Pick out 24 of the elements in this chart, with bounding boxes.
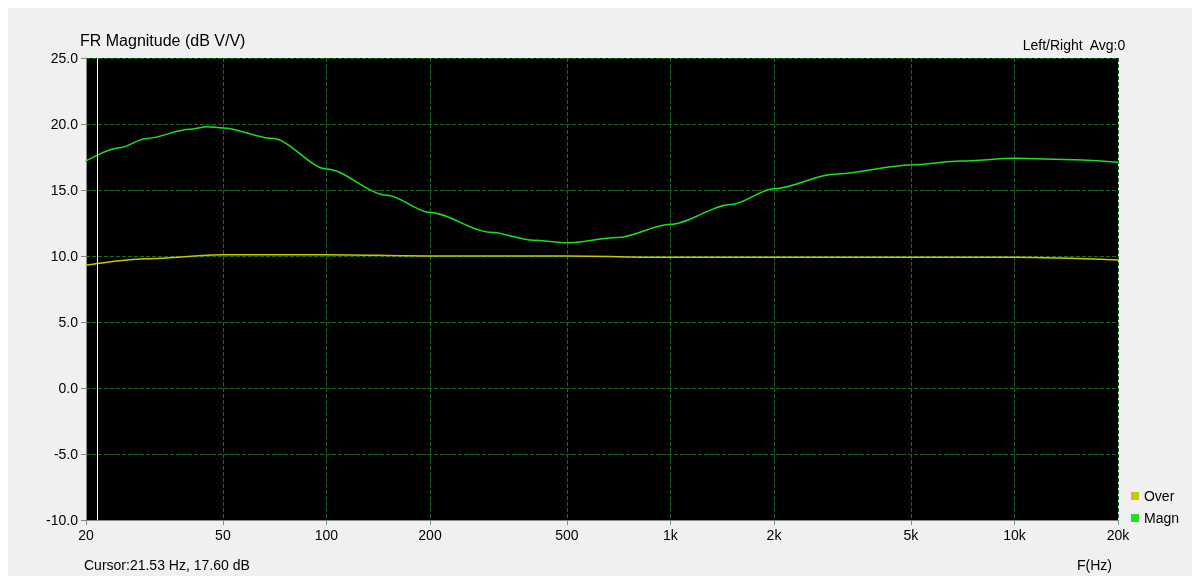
- y-tick-label: 25.0: [50, 50, 79, 66]
- y-tick-label: -5.0: [53, 446, 79, 462]
- x-tick-label: 5k: [903, 527, 920, 543]
- y-tick-label: 5.0: [58, 314, 79, 330]
- text: Left/Right Avg:0: [1022, 37, 1126, 53]
- x-tick-label: 100: [314, 527, 339, 543]
- x-tick-label: 2k: [766, 527, 783, 543]
- y-tick-label: 20.0: [50, 116, 79, 132]
- y-tick-label: -10.0: [46, 512, 79, 528]
- y-tick-label: 10.0: [50, 248, 79, 264]
- chart-title: FR Magnitude (dB V/V): [80, 31, 246, 49]
- x-tick-label: 20: [78, 527, 94, 543]
- text: Cursor:21.53 Hz, 17.60 dB: [84, 557, 250, 573]
- x-tick-label: 200: [418, 527, 442, 543]
- legend-label: Magn: [1143, 510, 1180, 526]
- y-tick-label: 0.0: [58, 380, 79, 396]
- x-tick-label: 10k: [1003, 527, 1027, 543]
- x-tick-label: 1k: [663, 527, 679, 543]
- x-tick-label: 500: [555, 527, 579, 543]
- x-axis-title: F(Hz): [1077, 557, 1113, 573]
- x-tick-label: 50: [215, 527, 231, 543]
- x-tick-label: 20k: [1106, 527, 1131, 543]
- legend-label: Over: [1143, 488, 1175, 504]
- y-tick-label: 15.0: [50, 182, 79, 198]
